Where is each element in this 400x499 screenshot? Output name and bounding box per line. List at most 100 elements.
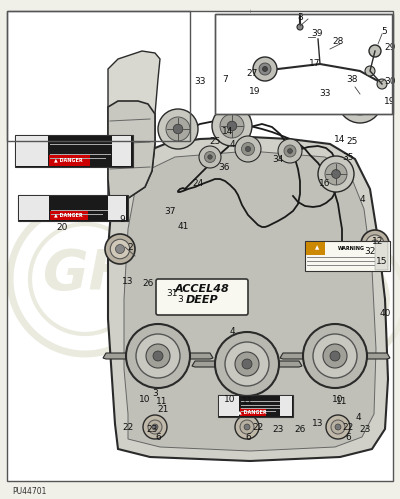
Bar <box>112 136 131 166</box>
Text: 3: 3 <box>152 390 158 399</box>
Circle shape <box>335 424 341 430</box>
Circle shape <box>158 109 198 149</box>
Polygon shape <box>280 353 390 359</box>
Bar <box>49 155 90 166</box>
Bar <box>7 11 190 141</box>
Bar <box>16 136 48 166</box>
Text: 28: 28 <box>332 36 344 45</box>
Circle shape <box>346 87 374 115</box>
Text: 22: 22 <box>342 423 354 432</box>
Text: 25: 25 <box>209 137 221 146</box>
Circle shape <box>240 420 254 434</box>
Bar <box>50 158 106 159</box>
Text: 39: 39 <box>311 28 323 37</box>
Text: 15: 15 <box>376 256 388 265</box>
Circle shape <box>284 145 296 157</box>
Bar <box>375 242 388 270</box>
Circle shape <box>262 66 268 71</box>
Text: ▲ DANGER: ▲ DANGER <box>238 410 266 415</box>
Bar <box>19 196 49 220</box>
Circle shape <box>331 420 345 434</box>
Circle shape <box>152 424 158 430</box>
Text: 22: 22 <box>252 423 264 432</box>
Text: 4: 4 <box>355 413 361 422</box>
Text: 25: 25 <box>346 137 358 146</box>
Circle shape <box>199 146 221 168</box>
Text: 13: 13 <box>312 420 324 429</box>
Polygon shape <box>108 137 388 461</box>
Circle shape <box>235 352 259 376</box>
Circle shape <box>323 344 347 368</box>
Bar <box>51 207 114 208</box>
Text: 16: 16 <box>319 179 331 188</box>
Circle shape <box>116 245 124 253</box>
Circle shape <box>313 334 357 378</box>
Text: 6: 6 <box>245 434 251 443</box>
FancyBboxPatch shape <box>156 279 248 315</box>
Text: 11: 11 <box>242 398 254 407</box>
Circle shape <box>220 114 244 138</box>
Circle shape <box>242 359 252 369</box>
Text: 24: 24 <box>192 179 204 188</box>
Bar <box>307 256 388 257</box>
Text: 33: 33 <box>319 88 331 97</box>
Text: ACCEL48: ACCEL48 <box>175 284 229 294</box>
Text: 31: 31 <box>166 289 178 298</box>
Text: GF: GF <box>43 247 127 301</box>
Text: 21: 21 <box>157 406 169 415</box>
Circle shape <box>253 57 277 81</box>
Text: 32: 32 <box>364 247 376 255</box>
Circle shape <box>166 117 190 141</box>
Bar <box>280 396 292 416</box>
Text: 14: 14 <box>222 127 234 136</box>
Text: 7: 7 <box>222 74 228 83</box>
Circle shape <box>173 124 183 134</box>
Bar <box>18 195 128 221</box>
Text: 10: 10 <box>332 395 344 404</box>
Circle shape <box>330 351 340 361</box>
Circle shape <box>303 324 367 388</box>
Text: 8: 8 <box>297 12 303 21</box>
Bar <box>305 241 390 271</box>
Text: 4: 4 <box>229 140 235 149</box>
Bar <box>50 211 88 220</box>
Text: 37: 37 <box>164 207 176 216</box>
Text: 23: 23 <box>272 425 284 434</box>
Text: 23: 23 <box>146 425 158 434</box>
Circle shape <box>365 66 375 76</box>
Bar <box>240 408 266 416</box>
Circle shape <box>110 239 130 259</box>
Text: 10: 10 <box>224 395 236 404</box>
Circle shape <box>126 324 190 388</box>
Bar <box>241 408 280 409</box>
Circle shape <box>371 240 379 248</box>
Text: 26: 26 <box>294 425 306 434</box>
Circle shape <box>377 79 387 89</box>
Circle shape <box>318 156 354 192</box>
Text: 33: 33 <box>194 76 206 85</box>
Bar <box>15 135 133 167</box>
Circle shape <box>235 415 259 439</box>
Bar <box>51 214 102 215</box>
Bar <box>215 14 392 114</box>
Text: 29: 29 <box>384 42 396 51</box>
Bar <box>215 14 390 114</box>
Circle shape <box>297 24 303 30</box>
Text: 12: 12 <box>372 237 384 246</box>
Circle shape <box>153 351 163 361</box>
Text: 4: 4 <box>359 195 365 204</box>
Circle shape <box>325 163 347 185</box>
Bar <box>306 242 325 254</box>
Text: 19: 19 <box>384 96 396 105</box>
Text: 6: 6 <box>155 434 161 443</box>
Circle shape <box>244 424 250 430</box>
Circle shape <box>212 106 252 146</box>
Bar <box>108 196 126 220</box>
Text: GF: GF <box>304 271 376 316</box>
Text: DEEP: DEEP <box>186 295 218 305</box>
Text: WARNING: WARNING <box>338 246 365 250</box>
Circle shape <box>204 152 216 163</box>
Circle shape <box>369 45 381 57</box>
Polygon shape <box>192 361 302 367</box>
Polygon shape <box>108 51 160 204</box>
